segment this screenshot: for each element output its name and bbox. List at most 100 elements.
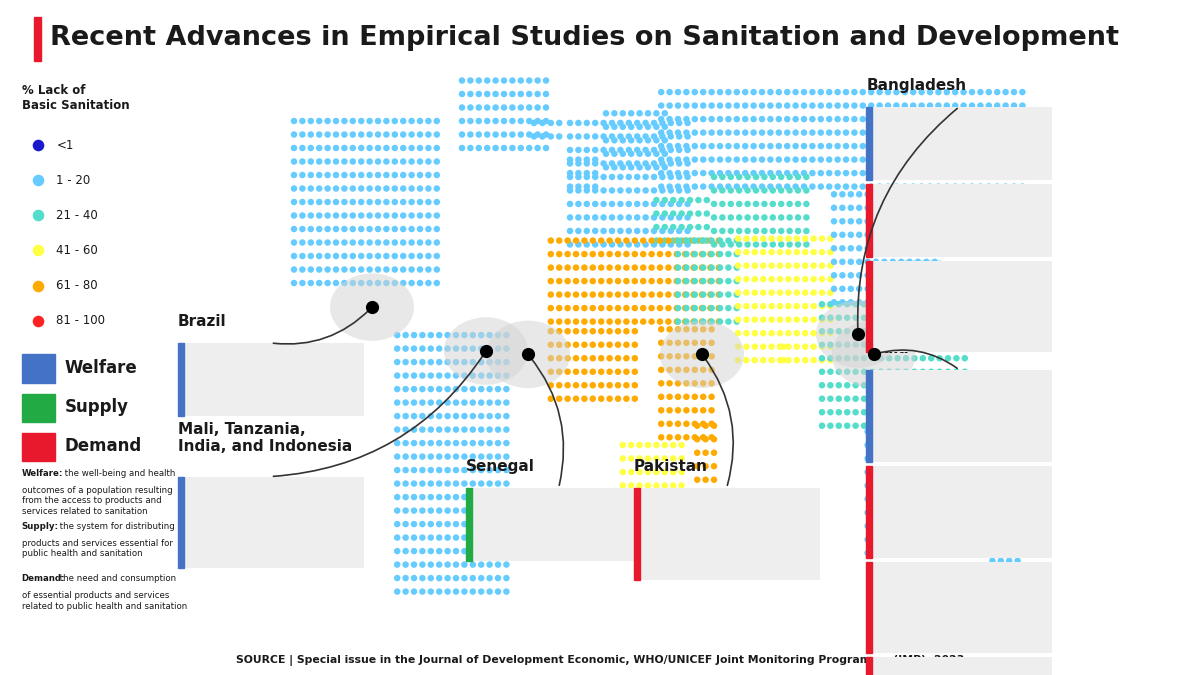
Point: [541, 131, 560, 142]
Point: [560, 171, 580, 182]
Point: [566, 380, 586, 391]
Point: [900, 453, 919, 464]
Point: [634, 302, 653, 313]
Point: [577, 239, 596, 250]
Point: [942, 426, 961, 437]
Point: [900, 297, 919, 308]
Point: [880, 421, 899, 431]
Point: [812, 288, 832, 298]
Point: [385, 115, 404, 126]
Point: [692, 349, 712, 360]
Point: [763, 239, 782, 250]
Point: [727, 235, 746, 246]
Point: [625, 394, 644, 404]
Point: [719, 235, 738, 246]
Point: [937, 167, 956, 178]
Point: [738, 198, 757, 209]
Point: [326, 223, 346, 234]
Point: [875, 426, 894, 437]
Point: [728, 355, 748, 366]
Point: [746, 225, 766, 236]
Point: [858, 230, 877, 240]
Point: [410, 142, 430, 153]
Point: [920, 113, 940, 124]
Point: [677, 338, 696, 348]
Point: [821, 261, 840, 271]
Point: [761, 167, 780, 178]
Point: [812, 367, 832, 377]
Point: [883, 507, 902, 518]
Point: [900, 520, 919, 531]
Point: [688, 475, 707, 485]
Point: [335, 250, 354, 261]
Point: [611, 198, 630, 209]
Point: [710, 262, 730, 273]
Point: [478, 115, 497, 126]
Point: [410, 277, 430, 288]
Point: [668, 181, 688, 192]
Bar: [866, 562, 1052, 653]
Point: [754, 355, 773, 366]
Point: [446, 329, 466, 340]
Point: [745, 355, 764, 366]
Point: [650, 262, 670, 273]
Point: [710, 167, 730, 178]
Point: [318, 115, 337, 126]
Point: [638, 122, 658, 132]
Point: [983, 529, 1002, 539]
Point: [947, 299, 966, 310]
Point: [803, 154, 822, 165]
Point: [710, 302, 730, 313]
Point: [925, 439, 944, 450]
Text: the system for distributing: the system for distributing: [56, 522, 175, 531]
Point: [29, 315, 48, 326]
Point: [480, 505, 499, 516]
Point: [480, 356, 499, 367]
Point: [438, 478, 457, 489]
Point: [787, 261, 806, 271]
Point: [652, 154, 671, 165]
Point: [677, 392, 696, 402]
Point: [912, 140, 931, 151]
Point: [664, 507, 683, 518]
Point: [497, 491, 516, 502]
Point: [794, 154, 814, 165]
Point: [853, 100, 872, 111]
Point: [875, 202, 894, 213]
Point: [946, 154, 965, 165]
Point: [385, 196, 404, 207]
Point: [472, 410, 491, 421]
Point: [762, 301, 781, 312]
Point: [670, 225, 689, 236]
Text: Recent Advances in Empirical Studies on Sanitation and Development: Recent Advances in Empirical Studies on …: [50, 26, 1120, 51]
Point: [922, 340, 941, 350]
Point: [293, 142, 312, 153]
Point: [672, 507, 691, 518]
Point: [858, 189, 877, 200]
Point: [950, 547, 970, 558]
Point: [871, 299, 890, 310]
Point: [396, 329, 415, 340]
Point: [787, 301, 806, 312]
Point: [770, 261, 790, 271]
Point: [628, 198, 647, 209]
Point: [455, 397, 474, 408]
Point: [697, 221, 716, 232]
Point: [560, 225, 580, 236]
Point: [1004, 154, 1024, 165]
Point: [908, 439, 928, 450]
Point: [769, 181, 788, 192]
Point: [619, 185, 638, 196]
Bar: [178, 477, 184, 568]
Point: [528, 115, 547, 126]
Point: [566, 235, 586, 246]
Point: [841, 202, 860, 213]
Point: [702, 154, 721, 165]
Point: [883, 270, 902, 281]
Point: [668, 289, 688, 300]
Point: [685, 113, 704, 124]
Point: [385, 277, 404, 288]
Point: [550, 131, 569, 142]
Point: [661, 198, 680, 209]
Point: [983, 542, 1002, 553]
